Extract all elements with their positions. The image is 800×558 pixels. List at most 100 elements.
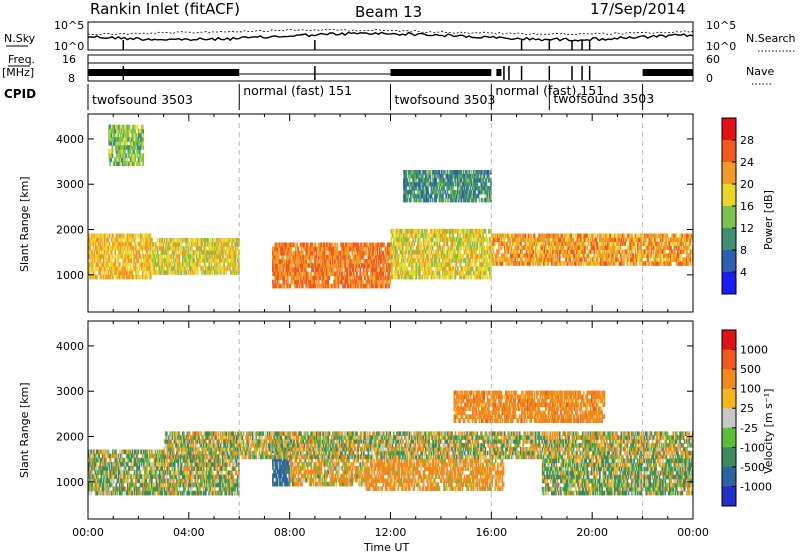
- heatmap-cell: [416, 275, 418, 280]
- heatmap-cell: [463, 246, 465, 251]
- heatmap-cell: [290, 263, 292, 268]
- heatmap-cell: [123, 153, 125, 158]
- heatmap-cell: [100, 242, 102, 247]
- heatmap-cell: [311, 243, 313, 248]
- heatmap-cell: [315, 243, 317, 248]
- heatmap-cell: [385, 259, 387, 264]
- heatmap-cell: [364, 263, 366, 268]
- heatmap-cell: [584, 241, 586, 246]
- heatmap-cell: [226, 250, 228, 255]
- heatmap-cell: [102, 238, 104, 243]
- heatmap-cell: [470, 241, 472, 246]
- heatmap-cell: [493, 245, 495, 250]
- heatmap-cell: [495, 241, 497, 246]
- heatmap-cell: [95, 470, 97, 475]
- heatmap-cell: [120, 125, 122, 130]
- heatmap-cell: [431, 241, 433, 246]
- heatmap-cell: [647, 253, 649, 258]
- heatmap-cell: [134, 129, 136, 134]
- heatmap-cell: [278, 280, 280, 285]
- heatmap-cell: [128, 250, 130, 255]
- heatmap-cell: [137, 153, 139, 158]
- heatmap-cell: [125, 474, 127, 479]
- heatmap-cell: [130, 250, 132, 255]
- heatmap-cell: [353, 267, 355, 272]
- heatmap-cell: [404, 258, 406, 263]
- heatmap-cell: [129, 262, 131, 267]
- heatmap-cell: [418, 233, 420, 238]
- heatmap-cell: [363, 255, 365, 260]
- noise-left-label: N.Sky: [4, 32, 36, 45]
- heatmap-cell: [439, 186, 441, 191]
- heatmap-cell: [349, 267, 351, 272]
- heatmap-cell: [504, 241, 506, 246]
- heatmap-cell: [395, 275, 397, 280]
- heatmap-cell: [146, 275, 148, 280]
- heatmap-cell: [143, 271, 145, 276]
- heatmap-cell: [427, 258, 429, 263]
- heatmap-cell: [418, 229, 420, 234]
- heatmap-cell: [608, 241, 610, 246]
- heatmap-cell: [487, 241, 489, 246]
- heatmap-cell: [130, 258, 132, 263]
- heatmap-cell: [354, 251, 356, 256]
- heatmap-cell: [537, 241, 539, 246]
- heatmap-cell: [533, 245, 535, 250]
- heatmap-cell: [308, 243, 310, 248]
- heatmap-cell: [112, 145, 114, 150]
- heatmap-cell: [93, 262, 95, 267]
- heatmap-cell: [302, 280, 304, 285]
- heatmap-cell: [613, 253, 615, 258]
- heatmap-cell: [160, 270, 162, 275]
- heatmap-cell: [529, 241, 531, 246]
- heatmap-cell: [218, 242, 220, 247]
- heatmap-cell: [128, 454, 130, 459]
- heatmap-cell: [436, 186, 438, 191]
- heatmap-cell: [161, 254, 163, 259]
- heatmap-cell: [112, 234, 114, 239]
- heatmap-cell: [116, 483, 118, 488]
- heatmap-cell: [412, 266, 414, 271]
- heatmap-cell: [371, 280, 373, 285]
- heatmap-cell: [105, 254, 107, 259]
- heatmap-cell: [138, 266, 140, 271]
- heatmap-cell: [134, 145, 136, 150]
- heatmap-cell: [101, 275, 103, 280]
- heatmap-cell: [628, 257, 630, 262]
- heatmap-cell: [488, 174, 490, 179]
- heatmap-cell: [397, 258, 399, 263]
- heatmap-cell: [471, 275, 473, 280]
- heatmap-cell: [475, 250, 477, 255]
- heatmap-cell: [430, 254, 432, 259]
- heatmap-cell: [142, 250, 144, 255]
- heatmap-cell: [91, 250, 93, 255]
- heatmap-cell: [191, 266, 193, 271]
- nave-block: [88, 69, 239, 76]
- heatmap-cell: [635, 245, 637, 250]
- heatmap-cell: [327, 263, 329, 268]
- heatmap-cell: [396, 266, 398, 271]
- heatmap-cell: [278, 251, 280, 256]
- heatmap-cell: [624, 241, 626, 246]
- heatmap-cell: [418, 258, 420, 263]
- heatmap-cell: [310, 259, 312, 264]
- heatmap-cell: [479, 250, 481, 255]
- heatmap-cell: [690, 241, 692, 246]
- heatmap-cell: [136, 266, 138, 271]
- heatmap-cell: [134, 238, 136, 243]
- heatmap-cell: [309, 255, 311, 260]
- heatmap-cell: [483, 262, 485, 267]
- heatmap-cell: [354, 247, 356, 252]
- heatmap-cell: [142, 133, 144, 138]
- heatmap-cell: [345, 284, 347, 289]
- heatmap-cell: [559, 241, 561, 246]
- heatmap-cell: [342, 243, 344, 248]
- heatmap-cell: [653, 253, 655, 258]
- heatmap-cell: [412, 237, 414, 242]
- heatmap-cell: [359, 259, 361, 264]
- heatmap-cell: [487, 237, 489, 242]
- heatmap-cell: [124, 125, 126, 130]
- heatmap-cell: [338, 284, 340, 289]
- heatmap-cell: [421, 229, 423, 234]
- heatmap-cell: [460, 275, 462, 280]
